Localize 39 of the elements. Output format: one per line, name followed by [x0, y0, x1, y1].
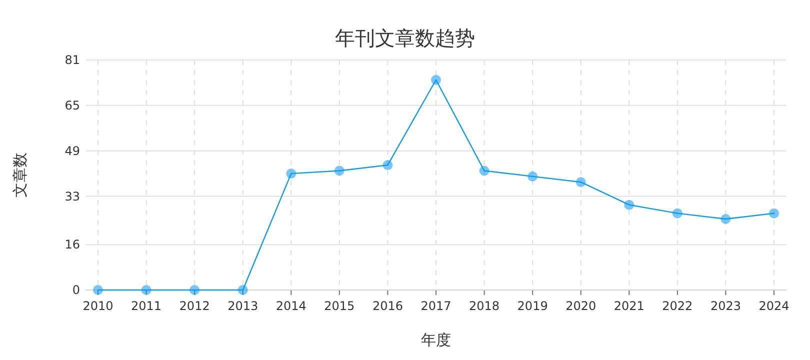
point	[286, 168, 296, 179]
x-tick-label: 2011	[131, 299, 162, 313]
point	[382, 160, 393, 170]
x-axis-title: 年度	[421, 331, 451, 349]
x-tick-label: 2020	[566, 299, 596, 313]
y-axis-title: 文章数	[11, 152, 29, 198]
point	[576, 177, 586, 188]
point	[141, 285, 152, 295]
x-tick-label: 2023	[710, 299, 741, 313]
x-tick-label: 2016	[372, 299, 403, 313]
x-tick-label: 2017	[420, 299, 452, 313]
x-tick-label: 2024	[758, 299, 790, 313]
x-tick-label: 2012	[179, 299, 210, 313]
x-tick-label: 2021	[614, 299, 644, 313]
y-tick-label: 81	[64, 53, 80, 67]
point	[479, 166, 490, 176]
point	[238, 285, 248, 295]
x-tick-label: 2018	[469, 299, 500, 313]
y-tick-label: 65	[64, 98, 80, 112]
point	[624, 200, 634, 210]
point	[93, 285, 103, 295]
point	[190, 285, 200, 295]
chart-title: 年刊文章数趋势	[335, 26, 475, 50]
point	[528, 171, 538, 182]
x-tick-label: 2014	[276, 299, 306, 313]
y-tick-label: 16	[64, 238, 80, 252]
x-tick-label: 2022	[662, 299, 693, 313]
x-tick-label: 2019	[517, 299, 548, 313]
point	[769, 208, 779, 218]
y-tick-label: 33	[64, 189, 80, 204]
x-tick-label: 2010	[82, 299, 114, 313]
point	[720, 214, 731, 224]
point	[672, 208, 682, 218]
point	[431, 74, 441, 85]
x-tick-label: 2015	[324, 299, 355, 313]
point	[334, 166, 344, 176]
y-tick-label: 49	[64, 144, 80, 158]
x-tick-label: 2013	[228, 299, 258, 313]
y-tick-label: 0	[72, 283, 80, 297]
